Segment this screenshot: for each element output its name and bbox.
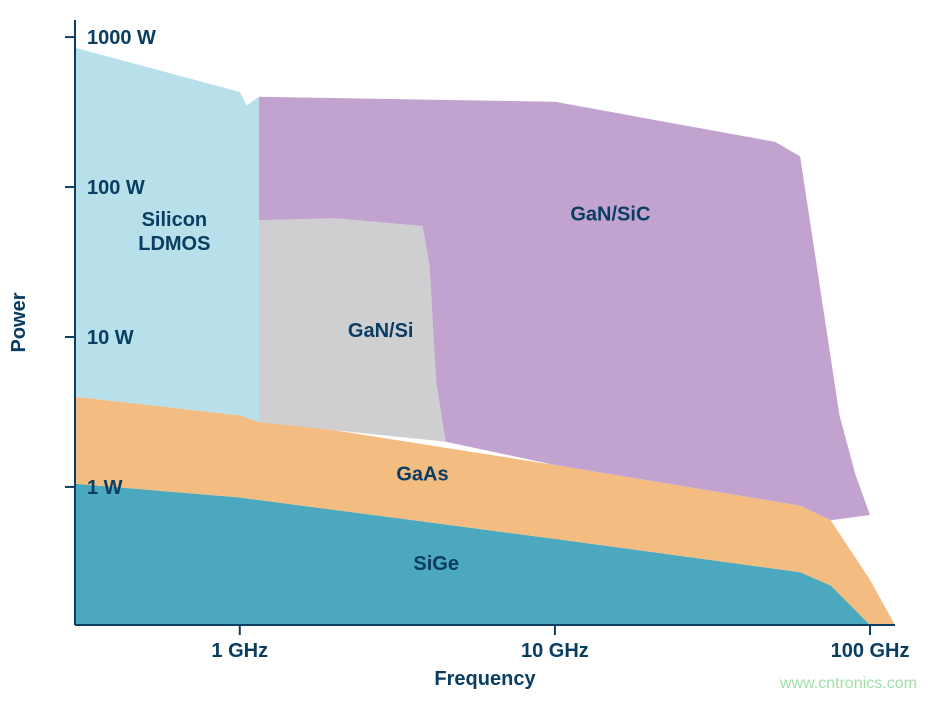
region-label-GaAs: GaAs (396, 464, 448, 486)
region-label-GaN_SiC: GaN/SiC (570, 203, 650, 225)
x-tick-label: 10 GHz (521, 640, 589, 662)
y-tick-label: 1000 W (87, 27, 156, 49)
watermark: www.cntronics.com (779, 675, 917, 692)
y-axis-label: Power (8, 292, 30, 352)
region-label-SiGe: SiGe (413, 553, 459, 575)
y-tick-label: 1 W (87, 477, 123, 499)
x-tick-label: 1 GHz (211, 640, 268, 662)
chart-svg: SiGe GaAs GaN/Si SiliconLDMOS GaN/SiC 1 W 10 W… (0, 0, 934, 701)
x-axis-label: Frequency (434, 668, 536, 690)
region-label-GaN_Si: GaN/Si (348, 320, 414, 342)
x-tick-label: 100 GHz (831, 640, 910, 662)
region-label-Silicon_LDMOS: Silicon (142, 209, 208, 231)
y-tick-label: 100 W (87, 177, 145, 199)
chart-stage: SiGe GaAs GaN/Si SiliconLDMOS GaN/SiC 1 W 10 W… (0, 0, 934, 701)
region-label-Silicon_LDMOS: LDMOS (138, 233, 210, 255)
y-tick-label: 10 W (87, 327, 134, 349)
